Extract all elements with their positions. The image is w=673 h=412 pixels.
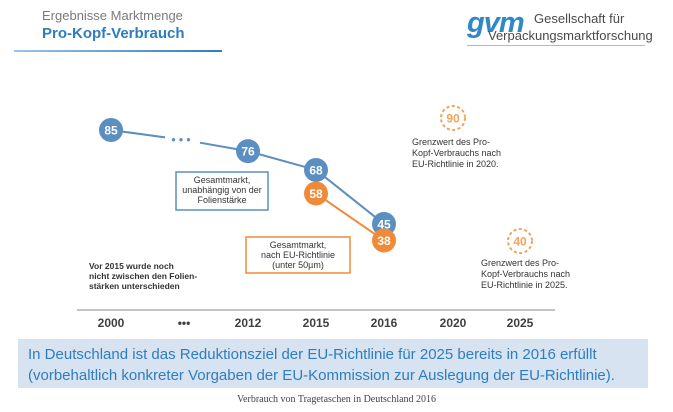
header-subtitle: Ergebnisse Marktmenge xyxy=(42,8,183,23)
blue-point-value-label: 85 xyxy=(104,124,118,138)
target-value-label: 90 xyxy=(446,112,460,126)
series-legend-label: nach EU-Richtlinie xyxy=(261,250,335,260)
orange-point-value-label: 38 xyxy=(377,234,391,248)
logo-text-line2: Verpackungsmarktforschung xyxy=(488,28,653,43)
target-description: EU-Richtlinie in 2020. xyxy=(412,159,499,169)
conclusion-banner: In Deutschland ist das Reduktionsziel de… xyxy=(18,339,648,388)
blue-point-value-label: 76 xyxy=(241,145,255,159)
blue-point-marker xyxy=(304,157,328,182)
header-divider xyxy=(14,50,222,52)
orange-point-marker xyxy=(304,181,328,206)
target-description: Kopf-Verbrauchs nach xyxy=(412,148,501,158)
blue-point-marker xyxy=(236,139,260,164)
x-tick-label: ••• xyxy=(178,316,191,330)
blue-point-value-label: 68 xyxy=(309,163,323,177)
series-legend-label: (unter 50µm) xyxy=(272,260,324,270)
blue-point-marker xyxy=(372,212,396,236)
blue-point-marker xyxy=(99,118,123,142)
gvm-logo: gvm xyxy=(467,7,525,39)
orange-point-marker xyxy=(372,228,396,253)
target-value-label: 40 xyxy=(513,235,527,249)
orange-point-value-label: 58 xyxy=(309,187,323,201)
footer-caption: Verbrauch von Tragetaschen in Deutschlan… xyxy=(236,394,437,405)
x-tick-label: 2016 xyxy=(371,316,398,330)
target-marker xyxy=(507,228,533,254)
series-legend-label: Folienstärke xyxy=(197,195,246,205)
page-title: Pro-Kopf-Verbrauch xyxy=(42,25,185,42)
gap-marker: • • • xyxy=(171,133,190,147)
target-description: Grenzwert des Pro- xyxy=(481,258,559,268)
conclusion-text: In Deutschland ist das Reduktionsziel de… xyxy=(28,346,615,384)
x-tick-label: 2025 xyxy=(507,316,534,330)
chart-note: stärken unterschieden xyxy=(89,281,180,291)
target-marker xyxy=(440,105,466,131)
blue-point-value-label: 45 xyxy=(377,218,391,232)
series-legend-box xyxy=(245,236,351,274)
series-legend-label: unabhängig von der xyxy=(182,185,262,195)
target-description: EU-Richtlinie in 2025. xyxy=(481,280,568,290)
per-capita-consumption-chart: 2000 ••• 2012 2015 2016 2020 2025 • • • 85 76 68 45… xyxy=(77,105,570,330)
target-description: Grenzwert des Pro- xyxy=(412,137,490,147)
series-legend-label: Gesamtmarkt, xyxy=(270,240,327,250)
series-legend-box xyxy=(175,171,269,211)
target-description: Kopf-Verbrauchs nach xyxy=(481,269,570,279)
series-legend-label: Gesamtmarkt, xyxy=(194,175,251,185)
chart-note: Vor 2015 wurde noch xyxy=(89,261,174,271)
x-tick-label: 2015 xyxy=(303,316,330,330)
x-tick-label: 2020 xyxy=(440,316,467,330)
series-line-segment xyxy=(315,169,385,225)
chart-note: nicht zwischen den Folien- xyxy=(89,271,197,281)
x-tick-label: 2000 xyxy=(98,316,125,330)
logo-divider xyxy=(467,45,645,46)
x-tick-label: 2012 xyxy=(235,316,262,330)
series-line-segment xyxy=(315,192,385,242)
logo-text-line1: Gesellschaft für xyxy=(534,11,625,26)
